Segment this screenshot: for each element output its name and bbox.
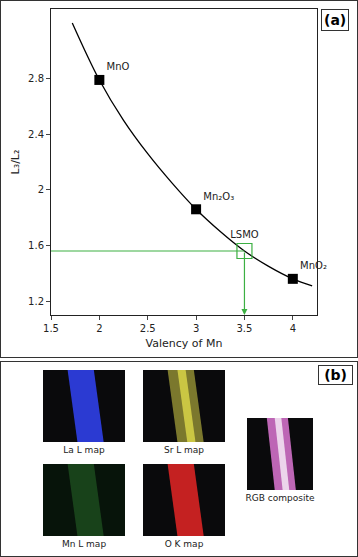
html-text:(b): (b): [324, 367, 347, 383]
svg-text:1.5: 1.5: [43, 323, 59, 334]
html-text:O K map: O K map: [164, 539, 204, 549]
svg-text:3.5: 3.5: [236, 323, 252, 334]
html-text:Sr L map: Sr L map: [163, 445, 205, 455]
svg-text:1.6: 1.6: [28, 240, 44, 251]
html-text:RGB composite: RGB composite: [245, 493, 315, 503]
svg-text:4: 4: [290, 323, 296, 334]
svg-text:2: 2: [38, 184, 44, 195]
svg-text:L₃/L₂: L₃/L₂: [9, 150, 22, 175]
svg-text:2.5: 2.5: [140, 323, 156, 334]
svg-text:3: 3: [193, 323, 199, 334]
svg-text:Mn₂O₃: Mn₂O₃: [203, 191, 234, 202]
svg-text:MnO₂: MnO₂: [300, 260, 327, 271]
svg-text:1.2: 1.2: [28, 296, 44, 307]
svg-text:2.4: 2.4: [28, 129, 44, 140]
svg-text:2: 2: [96, 323, 102, 334]
svg-text:(a): (a): [324, 12, 346, 28]
html-text:Mn L map: Mn L map: [61, 539, 107, 549]
html-text:La L map: La L map: [63, 445, 105, 455]
svg-text:2.8: 2.8: [28, 73, 44, 84]
svg-text:MnO: MnO: [107, 61, 130, 72]
svg-text:Valency of Mn: Valency of Mn: [146, 337, 223, 350]
svg-text:LSMO: LSMO: [230, 229, 259, 240]
